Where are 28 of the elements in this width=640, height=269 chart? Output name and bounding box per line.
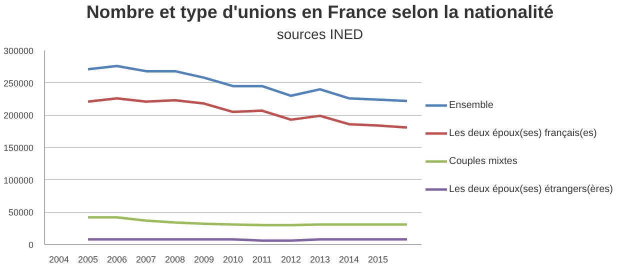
y-tick-label: 50000 — [8, 208, 34, 218]
chart-title: Nombre et type d'unions en France selon la nationalité — [86, 1, 554, 24]
x-tick-label: 2006 — [106, 254, 128, 264]
y-tick-label: 0 — [28, 240, 34, 250]
x-tick-label: 2007 — [136, 254, 156, 264]
legend-label: Les deux époux(ses) français(es) — [449, 128, 597, 138]
line-series — [86, 216, 408, 226]
line-series — [86, 97, 408, 129]
x-tick-label: 2009 — [194, 254, 214, 264]
line-series — [86, 64, 408, 102]
x-tick-label: 2010 — [222, 254, 244, 264]
x-tick-label: 2005 — [78, 254, 98, 264]
y-tick-label: 100000 — [3, 175, 34, 186]
x-tick-label: 2004 — [48, 254, 70, 264]
x-tick-label: 2015 — [368, 254, 388, 264]
x-tick-label: 2011 — [252, 254, 272, 264]
y-tick-label: 200000 — [3, 110, 34, 121]
y-tick-label: 150000 — [3, 143, 34, 153]
chart-subtitle: sources INED — [276, 25, 364, 44]
y-tick-label: 300000 — [3, 46, 34, 56]
y-tick-label: 250000 — [3, 78, 34, 88]
x-tick-label: 2014 — [338, 254, 360, 264]
legend-label: Ensemble — [449, 100, 494, 110]
x-tick-label: 2013 — [310, 254, 330, 264]
x-tick-label: 2008 — [164, 254, 186, 264]
legend-label: Couples mixtes — [449, 156, 518, 166]
x-tick-label: 2012 — [280, 254, 302, 264]
legend-label: Les deux époux(ses) étrangers(ères) — [449, 184, 613, 194]
